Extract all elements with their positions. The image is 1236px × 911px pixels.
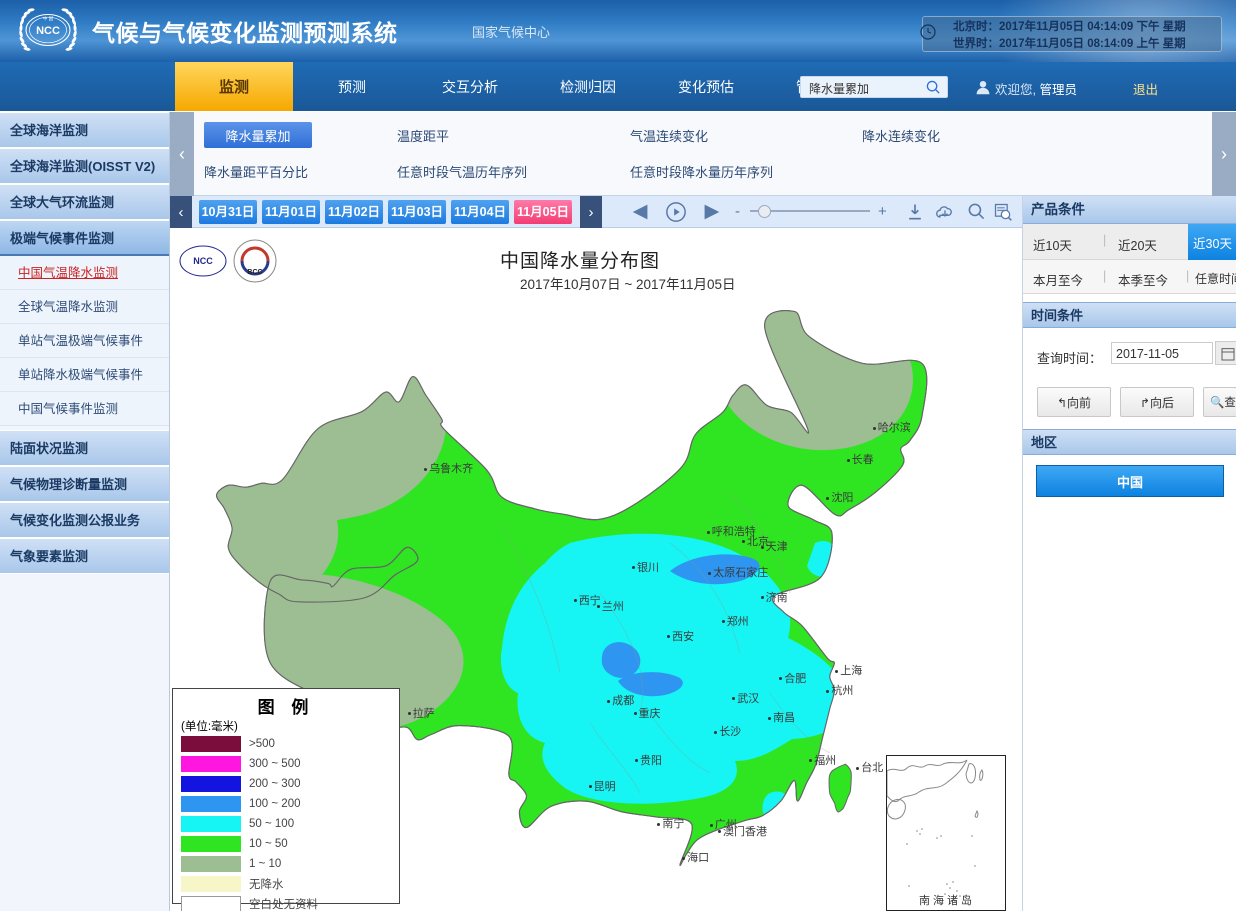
- svg-text:NCC: NCC: [36, 25, 60, 37]
- svg-text:NCC: NCC: [193, 256, 213, 266]
- svg-text:BCC: BCC: [247, 269, 262, 276]
- svg-text:中 国: 中 国: [43, 15, 54, 22]
